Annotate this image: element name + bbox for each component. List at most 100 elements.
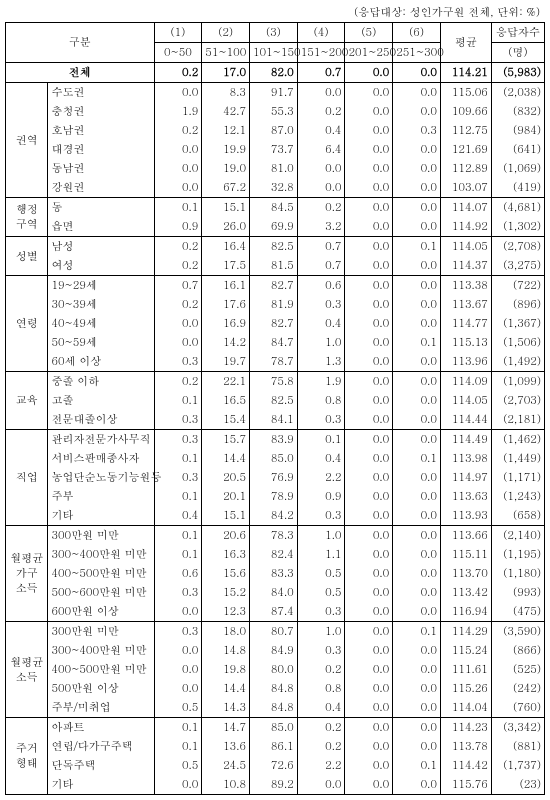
- total-value: 0.0: [345, 63, 393, 83]
- cell-value: (23): [491, 775, 544, 795]
- cell-value: 0.0: [154, 641, 202, 660]
- row-label: 강원권: [48, 178, 154, 198]
- cell-value: 0.0: [154, 178, 202, 198]
- group-label: 직업: [6, 430, 48, 526]
- row-label: 수도권: [48, 83, 154, 103]
- cell-value: 114.09: [440, 372, 491, 392]
- cell-value: 113.70: [440, 564, 491, 583]
- table-row: 500만원 이상0.014.484.80.80.00.0115.26(242): [6, 679, 545, 698]
- cell-value: 0.0: [393, 83, 441, 103]
- cell-value: 0.3: [297, 410, 345, 430]
- cell-value: 87.4: [250, 602, 298, 622]
- cell-value: 82.5: [250, 391, 298, 410]
- cell-value: 0.0: [393, 276, 441, 296]
- total-label: 전체: [6, 63, 155, 83]
- row-label: 중졸 이하: [48, 372, 154, 392]
- table-row: 호남권0.212.187.00.40.00.3112.75(984): [6, 121, 545, 140]
- cell-value: (896): [491, 295, 544, 314]
- cell-value: 0.0: [345, 506, 393, 526]
- cell-value: 0.0: [345, 333, 393, 352]
- cell-value: 1.9: [297, 372, 345, 392]
- cell-value: 0.0: [393, 526, 441, 546]
- table-row: 300~400만원 미만0.014.884.90.30.00.0115.24(8…: [6, 641, 545, 660]
- cell-value: 0.0: [154, 140, 202, 159]
- cell-value: 86.1: [250, 737, 298, 756]
- cell-value: 78.7: [250, 352, 298, 372]
- group-label: 연령: [6, 276, 48, 372]
- table-row: 읍면0.926.069.93.20.00.0114.92(1,302): [6, 217, 545, 237]
- cell-value: 16.3: [202, 545, 250, 564]
- cell-value: 0.0: [393, 314, 441, 333]
- cell-value: (1,462): [491, 430, 544, 450]
- cell-value: (2,181): [491, 410, 544, 430]
- cell-value: 0.9: [154, 217, 202, 237]
- cell-value: 113.42: [440, 583, 491, 602]
- table-row: 30~39세0.217.681.90.30.00.0113.67(896): [6, 295, 545, 314]
- cell-value: 115.11: [440, 545, 491, 564]
- cell-value: 0.0: [345, 775, 393, 795]
- table-row: 기타0.010.889.20.00.00.0115.76(23): [6, 775, 545, 795]
- cell-value: 0.0: [393, 583, 441, 602]
- cell-value: 15.6: [202, 564, 250, 583]
- cell-value: 0.0: [393, 737, 441, 756]
- cell-value: 113.38: [440, 276, 491, 296]
- cell-value: 0.1: [393, 237, 441, 257]
- cell-value: 115.24: [440, 641, 491, 660]
- cell-value: 15.2: [202, 583, 250, 602]
- table-row: 600만원 이상0.012.387.40.30.00.0116.94(475): [6, 602, 545, 622]
- cell-value: (1,195): [491, 545, 544, 564]
- row-label: 300~400만원 미만: [48, 545, 154, 564]
- cell-value: 0.0: [345, 679, 393, 698]
- table-row: 강원권0.067.232.80.00.00.0103.07(419): [6, 178, 545, 198]
- cell-value: 0.3: [154, 410, 202, 430]
- row-label: 동남권: [48, 159, 154, 178]
- header-count-bot: (명): [491, 43, 544, 63]
- cell-value: 0.5: [297, 564, 345, 583]
- cell-value: 114.05: [440, 391, 491, 410]
- row-label: 관리자전문가사무직: [48, 430, 154, 450]
- cell-value: 0.0: [345, 564, 393, 583]
- cell-value: (1,180): [491, 564, 544, 583]
- cell-value: 15.4: [202, 410, 250, 430]
- total-value: 114.21: [440, 63, 491, 83]
- cell-value: (2,703): [491, 391, 544, 410]
- cell-value: 0.1: [154, 545, 202, 564]
- table-row: 여성0.217.581.50.70.00.0114.37(3,275): [6, 256, 545, 276]
- cell-value: 0.0: [393, 178, 441, 198]
- cell-value: 0.0: [154, 679, 202, 698]
- cell-value: 19.8: [202, 660, 250, 679]
- table-row: 40~49세0.016.982.70.40.00.0114.77(1,367): [6, 314, 545, 333]
- cell-value: 0.6: [297, 276, 345, 296]
- cell-value: 84.2: [250, 506, 298, 526]
- table-row: 동남권0.019.081.00.00.00.0112.89(1,069): [6, 159, 545, 178]
- row-label: 40~49세: [48, 314, 154, 333]
- cell-value: 0.0: [345, 276, 393, 296]
- cell-value: 19.7: [202, 352, 250, 372]
- header-col5-bot: 201~250: [345, 43, 393, 63]
- cell-value: 114.92: [440, 217, 491, 237]
- row-label: 30~39세: [48, 295, 154, 314]
- cell-value: 0.6: [154, 564, 202, 583]
- cell-value: 13.6: [202, 737, 250, 756]
- cell-value: 0.0: [297, 159, 345, 178]
- cell-value: 0.3: [297, 641, 345, 660]
- cell-value: 8.3: [202, 83, 250, 103]
- cell-value: 0.3: [297, 602, 345, 622]
- row-label: 주부/미취업: [48, 698, 154, 718]
- cell-value: 0.0: [345, 641, 393, 660]
- cell-value: 115.06: [440, 83, 491, 103]
- table-row: 500~600만원 미만0.315.284.00.50.00.0113.42(9…: [6, 583, 545, 602]
- row-label: 기타: [48, 775, 154, 795]
- cell-value: 0.0: [393, 256, 441, 276]
- cell-value: 32.8: [250, 178, 298, 198]
- cell-value: 82.7: [250, 276, 298, 296]
- cell-value: (722): [491, 276, 544, 296]
- cell-value: (993): [491, 583, 544, 602]
- cell-value: 12.1: [202, 121, 250, 140]
- total-value: 0.0: [393, 63, 441, 83]
- cell-value: 0.0: [345, 410, 393, 430]
- cell-value: 0.3: [393, 121, 441, 140]
- row-label: 500만원 이상: [48, 679, 154, 698]
- cell-value: 18.0: [202, 622, 250, 642]
- cell-value: 81.9: [250, 295, 298, 314]
